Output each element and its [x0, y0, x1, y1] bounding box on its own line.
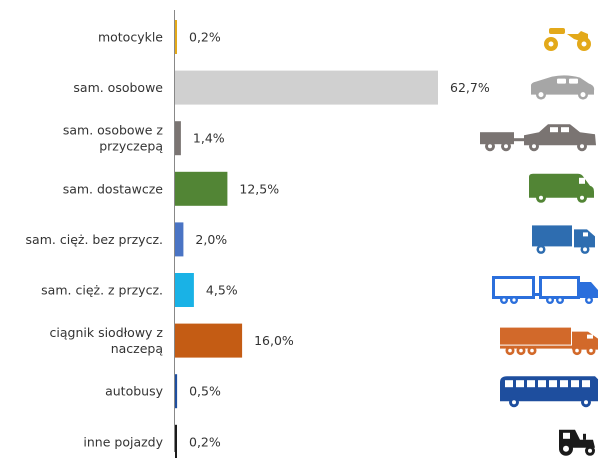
bar [175, 273, 194, 307]
value-labels: 0,2% 62,7% 1,4% 12,5% 2,0% 4,5% 16,0% 0,5% 0,2% [189, 30, 490, 450]
category-label: sam. cięż. z przycz. [41, 283, 163, 298]
bar [175, 70, 438, 105]
value-label: 2,0% [195, 232, 227, 247]
bar [175, 121, 181, 156]
bar [175, 424, 177, 458]
vehicle-icons [480, 28, 598, 456]
bar [175, 171, 228, 206]
category-label: sam. osobowe [73, 80, 163, 95]
category-label: sam. cięż. bez przycz. [26, 232, 163, 247]
semi-trailer-truck-icon [500, 327, 598, 356]
value-label: 16,0% [254, 333, 294, 348]
category-label: sam. osobowe z [63, 123, 164, 138]
motorcycle-icon [544, 28, 591, 51]
truck-with-trailer-icon [492, 276, 598, 304]
category-label: motocykle [98, 30, 163, 45]
category-label: sam. dostawcze [63, 181, 164, 196]
bar [175, 374, 178, 409]
value-label: 4,5% [206, 283, 238, 298]
bar [175, 20, 177, 54]
van-icon [529, 173, 594, 203]
category-label: przyczepą [99, 139, 163, 154]
bus-icon [500, 376, 598, 408]
value-label: 12,5% [239, 181, 279, 196]
car-icon [531, 75, 595, 100]
category-label: autobusy [105, 384, 164, 399]
truck-icon [532, 225, 595, 254]
value-label: 0,5% [189, 384, 221, 399]
category-label: ciągnik siodłowy z [50, 325, 164, 340]
category-label: inne pojazdy [83, 434, 163, 449]
car-with-trailer-icon [480, 124, 596, 152]
bar [175, 222, 184, 257]
category-labels: motocykle sam. osobowe sam. osobowe zprzyc… [26, 30, 164, 450]
bar [175, 323, 243, 358]
value-label: 0,2% [189, 30, 221, 45]
value-label: 62,7% [450, 80, 490, 95]
category-label: naczepą [111, 341, 164, 356]
value-label: 1,4% [193, 131, 225, 146]
value-label: 0,2% [189, 434, 221, 449]
bars-group [175, 20, 438, 458]
tractor-icon [559, 429, 595, 456]
